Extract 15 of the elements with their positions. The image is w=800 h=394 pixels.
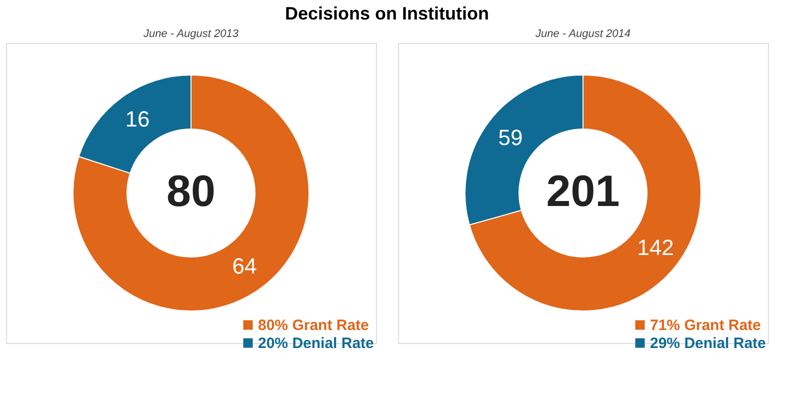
legend-label: 20% Denial Rate [258, 335, 374, 352]
data-label: 64 [232, 254, 257, 279]
legend-label: 29% Denial Rate [650, 335, 766, 352]
text: 80 [166, 167, 216, 216]
chart-subtitle: June - August 2013 [142, 28, 240, 40]
legend-label: 80% Grant Rate [258, 317, 369, 334]
data-label: 142 [637, 234, 674, 260]
text: 201 [546, 167, 620, 216]
chart-subtitle: June - August 2014 [534, 28, 630, 40]
donut-slice [72, 74, 310, 312]
legend-label: 71% Grant Rate [650, 317, 761, 334]
donut-slice [468, 74, 702, 312]
chart-title: Decisions on Institution [284, 4, 490, 24]
data-label: 16 [125, 106, 150, 132]
data-label: 59 [498, 125, 523, 150]
